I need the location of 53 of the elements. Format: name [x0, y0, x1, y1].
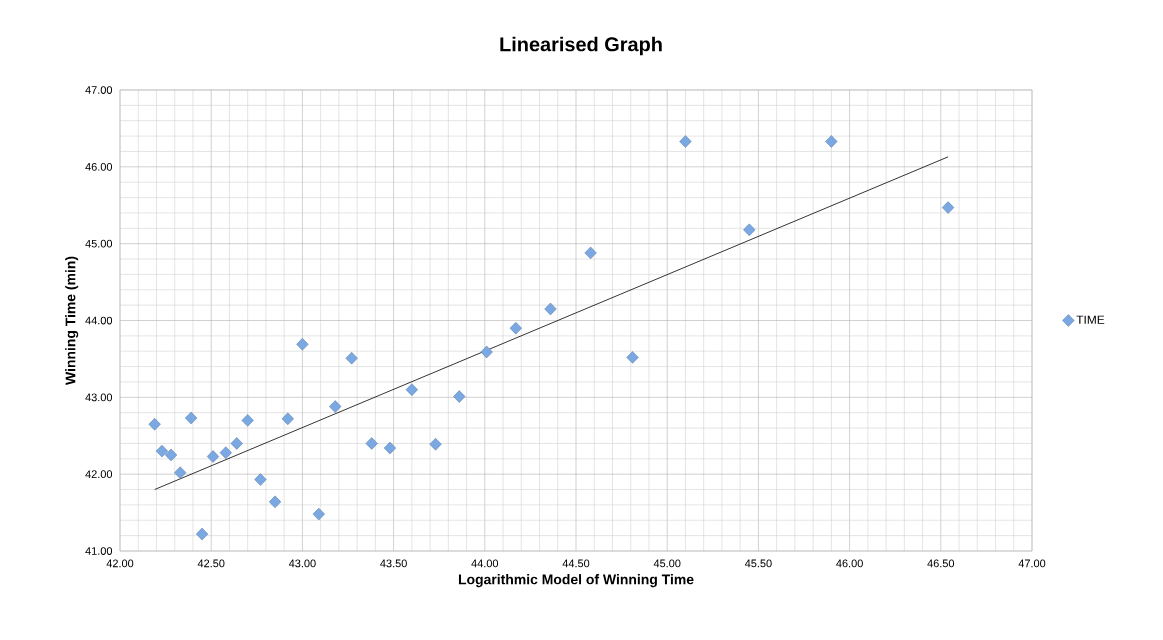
x-tick-label: 45.50 [744, 559, 772, 568]
point [241, 414, 254, 427]
y-tick-label: 43.00 [85, 393, 113, 402]
x-tick-label: 47.00 [1018, 559, 1046, 568]
point [281, 412, 294, 426]
x-tick-label: 42.00 [106, 559, 134, 568]
x-tick-label: 46.00 [836, 559, 863, 568]
point [174, 466, 187, 479]
point [509, 321, 522, 335]
point [230, 437, 243, 450]
point [254, 473, 267, 486]
point [312, 507, 325, 521]
y-tick-label: 47.00 [85, 86, 113, 94]
x-tick-label: 45.00 [653, 559, 681, 568]
point [584, 246, 597, 260]
point [544, 302, 557, 316]
point [383, 441, 397, 455]
point [219, 446, 232, 459]
point [679, 135, 692, 148]
y-tick-label: 46.00 [85, 162, 113, 171]
x-tick-label: 46.50 [927, 559, 955, 568]
point [453, 390, 466, 403]
point [296, 338, 309, 351]
x-tick-label: 43.00 [288, 559, 316, 568]
x-axis-title: Logarithmic Model of Winning Time [458, 574, 694, 588]
point [365, 437, 378, 450]
y-tick-label: 42.00 [85, 470, 113, 479]
point [185, 411, 198, 425]
x-tick-label: 44.00 [471, 559, 499, 568]
point [743, 223, 756, 237]
point [825, 135, 838, 148]
y-tick-label: 41.00 [85, 547, 113, 555]
x-tick-label: 42.50 [197, 559, 225, 568]
point [942, 201, 955, 214]
point [405, 383, 418, 396]
legend-label: TIME [1076, 315, 1105, 324]
point [148, 418, 161, 431]
y-tick-label: 44.00 [85, 316, 113, 325]
point [196, 527, 209, 541]
x-tick-label: 44.50 [562, 559, 590, 568]
point [155, 444, 169, 458]
point [429, 437, 442, 451]
point [626, 351, 639, 364]
chart-title: Linearised Graph [500, 36, 662, 56]
point [329, 400, 342, 413]
point [268, 495, 282, 509]
y-tick-label: 45.00 [85, 239, 113, 248]
point [480, 345, 493, 359]
y-axis-title: Winning Time (min) [65, 256, 79, 385]
point [165, 448, 178, 462]
point [345, 351, 358, 365]
point [206, 450, 220, 463]
x-tick-label: 43.50 [380, 559, 407, 568]
